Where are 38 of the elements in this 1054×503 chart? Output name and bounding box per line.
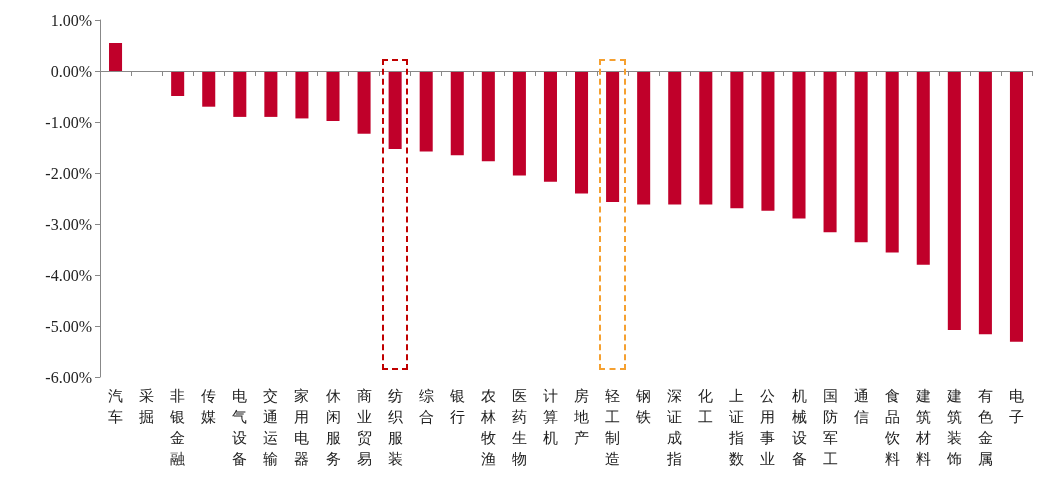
x-tick-label: 上证指数 <box>728 386 745 468</box>
x-tick-label: 公用事业 <box>760 386 776 468</box>
y-tick-label: -6.00% <box>45 368 92 386</box>
x-tick-label: 机械设备 <box>791 386 807 468</box>
y-tick-label: -3.00% <box>45 215 92 233</box>
x-tick-label: 汽车 <box>108 386 124 426</box>
x-tick-label: 电子 <box>1008 386 1024 426</box>
x-tick-label: 交通运输 <box>263 386 279 468</box>
x-tick-label: 钢铁 <box>635 386 652 426</box>
y-tick-label: -4.00% <box>45 266 92 284</box>
y-tick-label: -5.00% <box>45 317 92 335</box>
x-tick-label: 银行 <box>448 386 465 426</box>
x-tick-label: 纺织服装 <box>387 386 403 468</box>
x-tick-label: 综合 <box>418 386 434 426</box>
y-tick-label: -2.00% <box>45 164 92 182</box>
x-tick-label: 非银金融 <box>169 386 186 468</box>
x-tick-label: 商业贸易 <box>356 386 372 468</box>
x-tick-label: 采掘 <box>139 386 155 426</box>
x-tick-label: 食品饮料 <box>883 386 900 468</box>
x-tick-label: 建筑装饰 <box>945 386 962 468</box>
x-tick-label: 化工 <box>698 386 714 426</box>
x-tick-label: 通信 <box>853 386 869 426</box>
x-tick-label: 房地产 <box>573 386 590 447</box>
x-tick-label: 轻工制造 <box>605 386 621 468</box>
x-tick-label: 传媒 <box>201 386 217 426</box>
x-tick-label: 深证成指 <box>666 386 683 468</box>
x-tick-label: 家用电器 <box>294 386 310 468</box>
x-tick-label: 休闲服务 <box>325 386 341 468</box>
y-tick-label: -1.00% <box>45 113 92 131</box>
x-tick-label: 有色金属 <box>977 386 993 468</box>
y-tick-label: 0.00% <box>50 62 92 80</box>
x-tick-label: 电气设备 <box>232 386 248 468</box>
y-tick-label: 1.00% <box>50 11 92 29</box>
x-tick-label: 国防军工 <box>822 386 838 468</box>
x-tick-label: 农林牧渔 <box>479 386 496 468</box>
x-tick-label: 医药生物 <box>511 386 527 468</box>
x-tick-label: 建筑材料 <box>914 386 931 468</box>
x-tick-label: 计算机 <box>542 386 558 447</box>
